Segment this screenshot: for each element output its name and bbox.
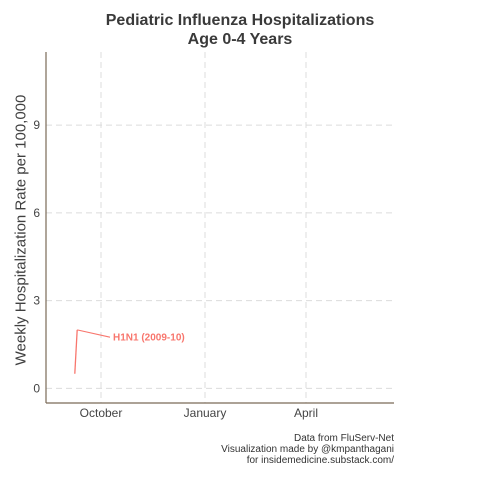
- series-label-leader: [77, 329, 111, 338]
- x-tick-label: October: [80, 406, 123, 420]
- x-tick-label: April: [294, 406, 318, 420]
- chart-title-line1: Pediatric Influenza Hospitalizations: [105, 12, 375, 29]
- y-tick-label: 6: [33, 206, 40, 220]
- y-tick-label: 3: [33, 294, 40, 308]
- credit-author: Visualization made by @kmpanthagani: [221, 444, 394, 455]
- x-tick-label: January: [184, 406, 227, 420]
- credit-site: for insidemedicine.substack.com/: [246, 455, 394, 466]
- series-label: H1N1 (2009-10): [113, 333, 185, 344]
- credits: Data from FluServ-Net Visualization made…: [221, 433, 394, 466]
- chart-subtitle: Age 0-4 Years: [187, 31, 293, 48]
- credit-data-source: Data from FluServ-Net: [293, 433, 394, 444]
- series-line: [74, 329, 78, 374]
- y-tick-label: 9: [33, 118, 40, 132]
- chart-title: Pediatric Influenza Hospitalizations Age…: [20, 11, 460, 49]
- y-tick-label: 0: [33, 381, 40, 395]
